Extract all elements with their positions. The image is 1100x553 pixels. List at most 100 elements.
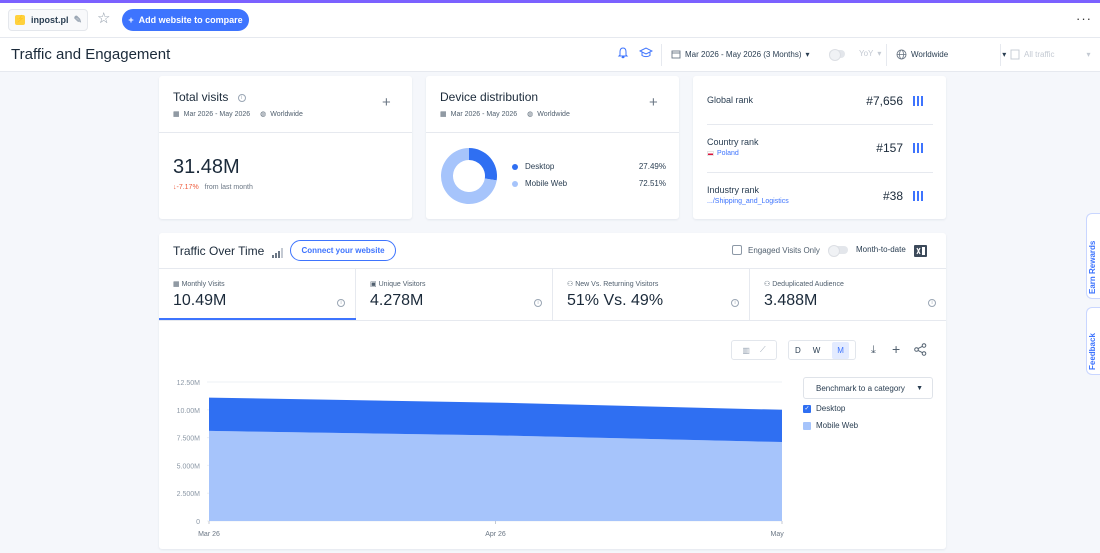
engaged-visits-label: Engaged Visits Only <box>748 245 820 255</box>
tab-deduplicated-audience[interactable]: ⚇ Deduplicated Audience 3.488M i <box>750 268 946 320</box>
add-plus-icon[interactable]: + <box>382 94 391 111</box>
chart-type-toggle[interactable]: ▥ ⟋ <box>731 340 777 360</box>
total-visits-value: 31.48M <box>173 156 240 178</box>
plus-icon: + <box>128 15 134 25</box>
more-options-icon[interactable]: ··· <box>1076 11 1092 26</box>
traffic-filter-label: All traffic <box>1024 50 1055 59</box>
divider <box>707 124 933 125</box>
traffic-over-time-title: Traffic Over Time <box>173 244 265 258</box>
edit-pencil-icon[interactable]: ✎ <box>73 14 82 26</box>
feedback-tab[interactable]: Feedback <box>1086 307 1100 375</box>
total-visits-date: Mar 2026 - May 2026 <box>183 110 251 118</box>
global-rank-value: #7,656 <box>866 94 903 108</box>
poland-flag-icon <box>707 150 714 156</box>
yoy-toggle[interactable]: YoY ▾ <box>829 48 881 61</box>
tab-unique-visitors-label: ▣ Unique Visitors <box>370 281 426 288</box>
calendar-icon <box>671 50 681 59</box>
globe-icon: ◍ <box>260 111 267 118</box>
global-rank-row[interactable]: Global rank #7,656 <box>707 76 933 124</box>
excel-export-icon[interactable] <box>914 244 927 262</box>
connect-website-button[interactable]: Connect your website <box>290 240 396 261</box>
device-distribution-title: Device distribution <box>440 90 539 104</box>
page-header: Traffic and Engagement Mar 2026 - May 20… <box>0 38 1100 72</box>
device-distribution-card: Device distribution ▦ Mar 2026 - May 202… <box>426 76 679 219</box>
add-plus-icon[interactable]: + <box>892 341 901 357</box>
page-title: Traffic and Engagement <box>11 46 171 63</box>
bell-icon[interactable] <box>617 47 629 62</box>
info-icon[interactable]: i <box>337 299 345 307</box>
divider <box>707 172 933 173</box>
change-note: from last month <box>204 184 253 191</box>
info-icon[interactable]: i <box>928 299 936 307</box>
top-accent-line <box>0 0 1100 3</box>
globe-icon: ◍ <box>527 111 534 118</box>
country-rank-value: #157 <box>876 141 903 155</box>
engaged-visits-checkbox[interactable] <box>732 245 742 255</box>
benchmark-dropdown[interactable]: Benchmark to a category ▼ <box>803 377 933 399</box>
site-chip[interactable]: ⚡ inpost.pl ✎ <box>8 9 88 31</box>
info-icon[interactable]: i <box>237 93 246 102</box>
caret-down-icon: ▾ <box>1002 50 1007 59</box>
tab-unique-visitors[interactable]: ▣ Unique Visitors 4.278M i <box>356 268 553 320</box>
device-legend-desktop: Desktop 27.49% <box>512 162 666 171</box>
industry-name[interactable]: .../Shipping_and_Logistics <box>707 198 789 205</box>
mobile-checkbox[interactable] <box>803 421 811 430</box>
download-icon[interactable]: ⤓ <box>871 344 876 356</box>
industry-rank-row[interactable]: Industry rank .../Shipping_and_Logistics… <box>707 172 933 219</box>
granularity-month[interactable]: M <box>832 341 849 359</box>
yoy-label: YoY <box>859 49 874 58</box>
caret-down-icon: ▼ <box>916 384 923 392</box>
add-website-button[interactable]: + Add website to compare <box>122 9 249 31</box>
desktop-value: 27.49% <box>638 162 666 171</box>
favorite-star-icon[interactable]: ☆ <box>97 10 111 27</box>
donut-slice-desktop <box>469 148 497 181</box>
rank-bars-icon[interactable] <box>913 96 923 106</box>
country-rank-sub[interactable]: Poland <box>707 150 739 157</box>
site-favicon-icon: ⚡ <box>15 15 25 25</box>
info-icon[interactable]: i <box>731 299 739 307</box>
globe-icon <box>896 49 907 60</box>
country-rank-row[interactable]: Country rank Poland #157 <box>707 124 933 172</box>
donut-slice-mobile-web <box>441 148 497 204</box>
rank-bars-icon[interactable] <box>913 143 923 153</box>
separator <box>886 44 887 66</box>
tab-monthly-visits[interactable]: ▦ Monthly Visits 10.49M i <box>159 268 356 320</box>
y-tick-label: 12.50M <box>177 380 201 387</box>
device-donut-chart <box>441 148 497 204</box>
legend-desktop-label: Desktop <box>816 404 846 413</box>
date-range-selector[interactable]: Mar 2026 - May 2026 (3 Months) ▾ <box>671 49 810 59</box>
country-selector[interactable]: Worldwide ▾ <box>896 49 1006 60</box>
device-legend-mobile: Mobile Web 72.51% <box>512 179 666 188</box>
site-name: inpost.pl <box>31 15 69 25</box>
active-tab-indicator <box>159 318 356 320</box>
total-visits-title-text: Total visits <box>173 90 229 104</box>
toggle-switch[interactable] <box>828 244 848 257</box>
granularity-day[interactable]: D <box>794 345 801 355</box>
earn-rewards-tab[interactable]: Earn Rewards <box>1086 213 1100 299</box>
tab-label-text: Monthly Visits <box>181 281 225 288</box>
legend-desktop[interactable]: ✓ Desktop <box>803 404 845 413</box>
country-rank-label: Country rank <box>707 137 759 147</box>
total-visits-card: Total visits i ▦ Mar 2026 - May 2026 ◍ W… <box>159 76 412 219</box>
month-to-date-toggle[interactable]: Month-to-date <box>828 244 906 257</box>
line-chart-icon[interactable]: ⟋ <box>759 345 766 354</box>
x-tick-label: May 26 <box>771 531 785 538</box>
add-plus-icon[interactable]: + <box>649 94 658 111</box>
toggle-switch[interactable] <box>829 48 845 61</box>
granularity-week[interactable]: W <box>812 345 821 355</box>
traffic-filter-selector[interactable]: All traffic ▾ <box>1010 49 1091 60</box>
divider <box>159 132 412 133</box>
change-value: -7.17% <box>176 184 199 191</box>
tab-new-vs-returning[interactable]: ⚇ New Vs. Returning Visitors 51% Vs. 49%… <box>553 268 750 320</box>
granularity-selector[interactable]: D W M <box>788 340 856 360</box>
engaged-visits-filter[interactable]: Engaged Visits Only <box>732 245 820 255</box>
total-visits-region: Worldwide <box>270 110 303 118</box>
rank-bars-icon[interactable] <box>913 191 923 201</box>
share-icon[interactable] <box>914 343 927 361</box>
arrow-down-icon: ↓ <box>173 184 177 191</box>
bar-chart-icon[interactable]: ▥ <box>742 345 750 355</box>
graduation-cap-icon[interactable] <box>638 47 654 62</box>
legend-mobile[interactable]: Mobile Web <box>803 421 858 430</box>
desktop-checkbox[interactable]: ✓ <box>803 404 811 413</box>
info-icon[interactable]: i <box>534 299 542 307</box>
